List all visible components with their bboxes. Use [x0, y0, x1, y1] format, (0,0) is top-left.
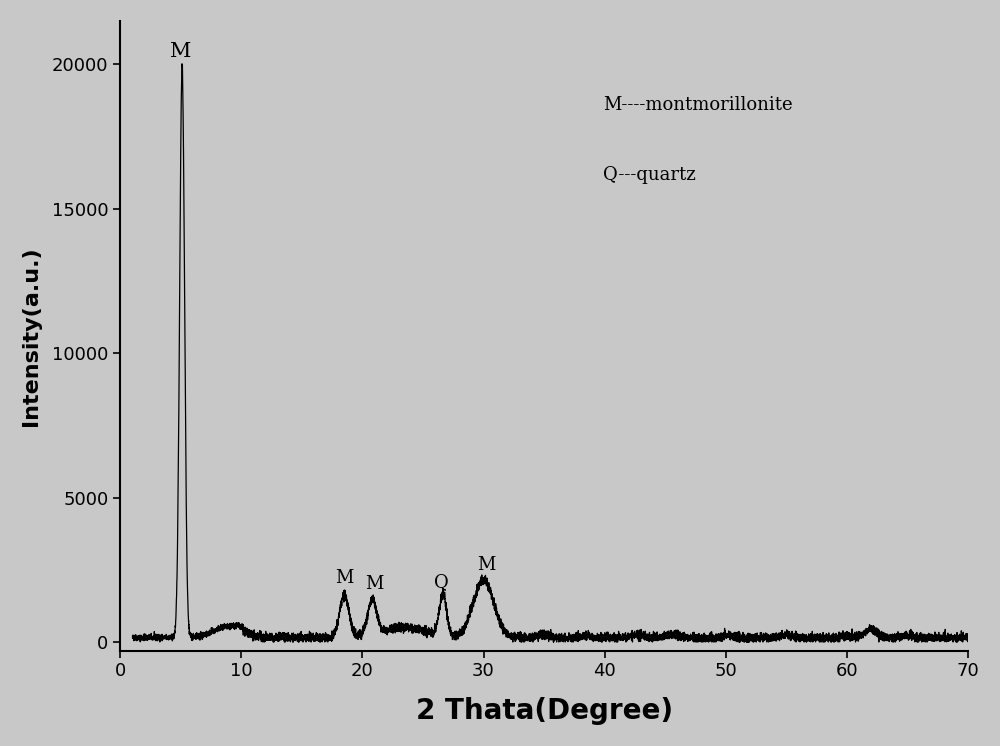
Text: M: M	[477, 556, 495, 574]
Y-axis label: Intensity(a.u.): Intensity(a.u.)	[21, 246, 41, 425]
Text: Q---quartz: Q---quartz	[603, 166, 696, 184]
Text: M: M	[170, 43, 192, 61]
Text: M----montmorillonite: M----montmorillonite	[603, 96, 793, 114]
Text: M: M	[365, 575, 384, 593]
Text: M: M	[335, 569, 354, 587]
X-axis label: 2 Thata(Degree): 2 Thata(Degree)	[416, 698, 673, 725]
Text: Q: Q	[434, 574, 449, 592]
